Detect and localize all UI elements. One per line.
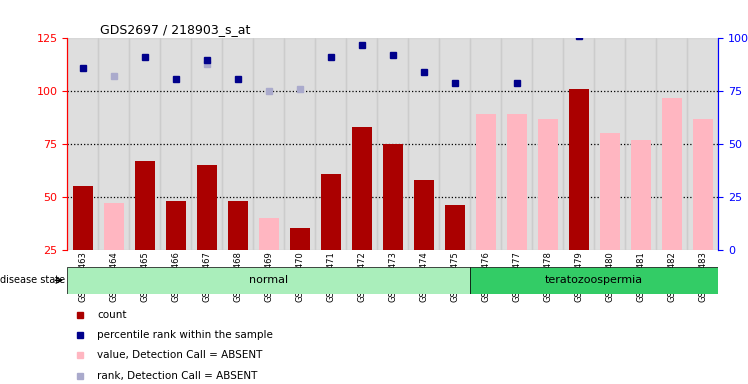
Text: disease state: disease state xyxy=(0,275,65,285)
Bar xyxy=(625,38,656,250)
Bar xyxy=(222,38,254,250)
Text: teratozoospermia: teratozoospermia xyxy=(545,275,643,285)
Bar xyxy=(377,38,408,250)
Bar xyxy=(67,38,98,250)
Text: percentile rank within the sample: percentile rank within the sample xyxy=(97,330,273,340)
Bar xyxy=(315,38,346,250)
Bar xyxy=(568,89,589,250)
Bar xyxy=(414,180,434,250)
Bar xyxy=(444,205,465,250)
Bar xyxy=(594,38,625,250)
Bar xyxy=(346,38,377,250)
Bar xyxy=(254,38,284,250)
Bar xyxy=(656,38,687,250)
Bar xyxy=(470,267,718,294)
Bar xyxy=(408,38,439,250)
Bar xyxy=(129,38,160,250)
Bar xyxy=(98,38,129,250)
Bar xyxy=(470,38,501,250)
Text: value, Detection Call = ABSENT: value, Detection Call = ABSENT xyxy=(97,350,263,360)
Bar xyxy=(160,38,191,250)
Text: rank, Detection Call = ABSENT: rank, Detection Call = ABSENT xyxy=(97,371,257,381)
Bar xyxy=(166,201,186,250)
Bar xyxy=(439,38,470,250)
Bar xyxy=(476,114,496,250)
Bar xyxy=(197,165,217,250)
Bar xyxy=(227,201,248,250)
Bar xyxy=(383,144,402,250)
Bar xyxy=(289,228,310,250)
Bar xyxy=(661,98,681,250)
Bar xyxy=(73,186,93,250)
Bar xyxy=(352,127,372,250)
Text: normal: normal xyxy=(249,275,288,285)
Bar xyxy=(687,38,718,250)
Bar xyxy=(532,38,563,250)
Bar xyxy=(693,119,713,250)
Bar xyxy=(600,134,619,250)
Bar xyxy=(563,38,594,250)
Bar xyxy=(259,218,279,250)
Bar xyxy=(501,38,532,250)
Bar xyxy=(321,174,341,250)
Bar xyxy=(506,114,527,250)
Bar xyxy=(191,38,222,250)
Bar xyxy=(631,140,651,250)
Bar xyxy=(538,119,558,250)
Text: GDS2697 / 218903_s_at: GDS2697 / 218903_s_at xyxy=(100,23,251,36)
Bar xyxy=(284,38,315,250)
Bar xyxy=(135,161,155,250)
Bar xyxy=(67,267,470,294)
Bar xyxy=(104,203,124,250)
Text: count: count xyxy=(97,310,126,320)
